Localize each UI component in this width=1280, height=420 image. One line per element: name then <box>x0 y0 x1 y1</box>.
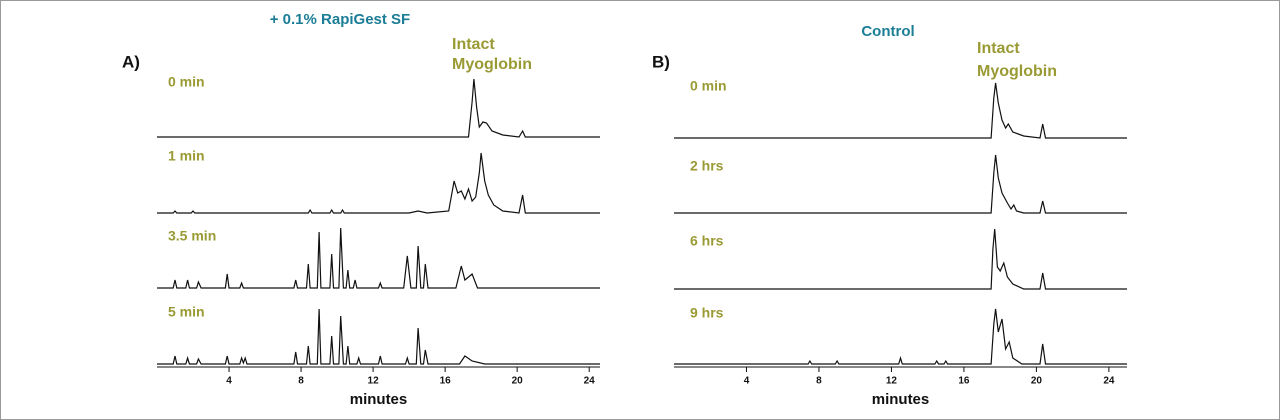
panel-label: A) <box>122 52 140 71</box>
trace <box>674 154 1127 214</box>
panel-title: Control <box>861 23 914 40</box>
x-tick-label: 20 <box>512 376 524 387</box>
annotation: Intact <box>452 36 495 53</box>
panel-label: B) <box>652 52 670 71</box>
trace-label: 3.5 min <box>168 228 216 244</box>
trace-label: 6 hrs <box>690 233 724 249</box>
annotation: Myoglobin <box>452 56 532 73</box>
x-tick-label: 12 <box>886 376 898 387</box>
trace <box>674 82 1127 139</box>
trace-label: 1 min <box>168 148 205 164</box>
x-tick-label: 16 <box>958 376 970 387</box>
trace <box>674 228 1127 290</box>
x-tick-label: 24 <box>584 376 596 387</box>
x-tick-label: 12 <box>368 376 380 387</box>
x-tick-label: 20 <box>1031 376 1043 387</box>
trace <box>157 78 600 138</box>
trace-label: 5 min <box>168 304 205 320</box>
trace-label: 0 min <box>168 74 205 90</box>
x-axis-label: minutes <box>872 391 930 408</box>
trace-label: 9 hrs <box>690 305 724 321</box>
trace-label: 2 hrs <box>690 158 724 174</box>
panel-title: + 0.1% RapiGest SF <box>270 11 410 28</box>
x-tick-label: 8 <box>298 376 304 387</box>
trace <box>157 308 600 365</box>
trace <box>674 308 1127 365</box>
annotation: Myoglobin <box>977 63 1057 80</box>
x-tick-label: 4 <box>226 376 232 387</box>
x-tick-label: 4 <box>744 376 750 387</box>
trace-label: 0 min <box>690 78 727 94</box>
annotation: Intact <box>977 40 1020 57</box>
x-axis-label: minutes <box>350 391 408 408</box>
trace <box>157 227 600 289</box>
x-tick-label: 16 <box>440 376 452 387</box>
trace <box>157 152 600 214</box>
x-tick-label: 24 <box>1103 376 1115 387</box>
x-tick-label: 8 <box>816 376 822 387</box>
